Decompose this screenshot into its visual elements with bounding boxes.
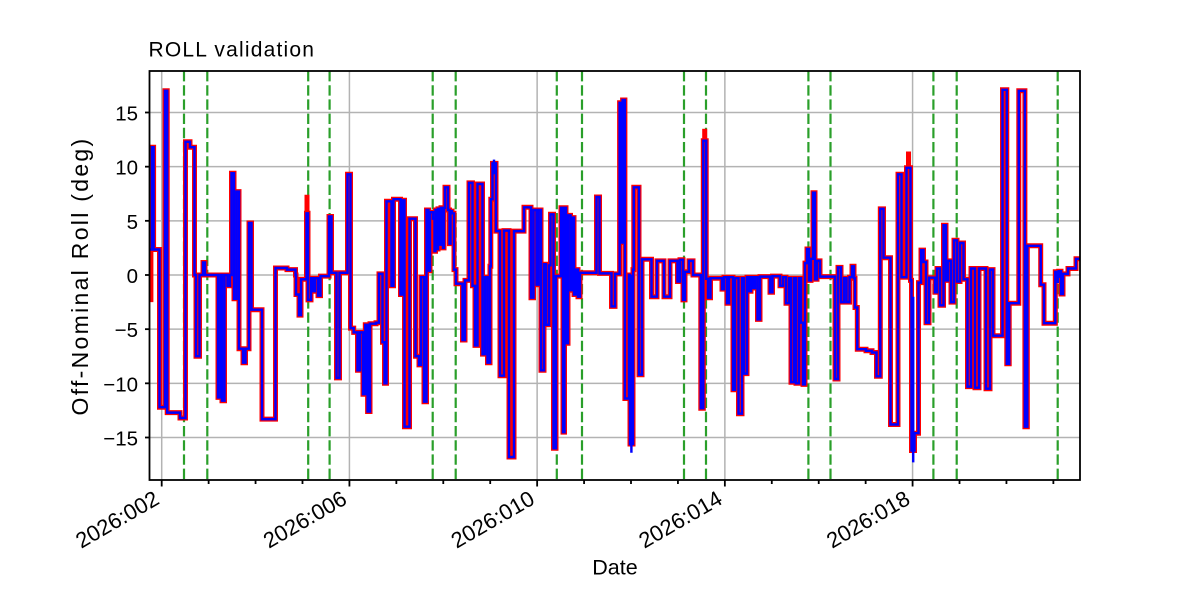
svg-text:−10: −10 (103, 373, 138, 396)
svg-text:0: 0 (127, 265, 138, 288)
svg-text:Off-Nominal Roll (deg): Off-Nominal Roll (deg) (67, 137, 93, 416)
svg-text:5: 5 (127, 211, 138, 234)
svg-text:10: 10 (115, 157, 138, 180)
svg-text:ROLL validation: ROLL validation (149, 39, 316, 62)
svg-text:Date: Date (592, 556, 637, 580)
svg-text:−5: −5 (115, 319, 138, 342)
svg-text:−15: −15 (103, 428, 138, 451)
svg-text:15: 15 (115, 103, 138, 126)
